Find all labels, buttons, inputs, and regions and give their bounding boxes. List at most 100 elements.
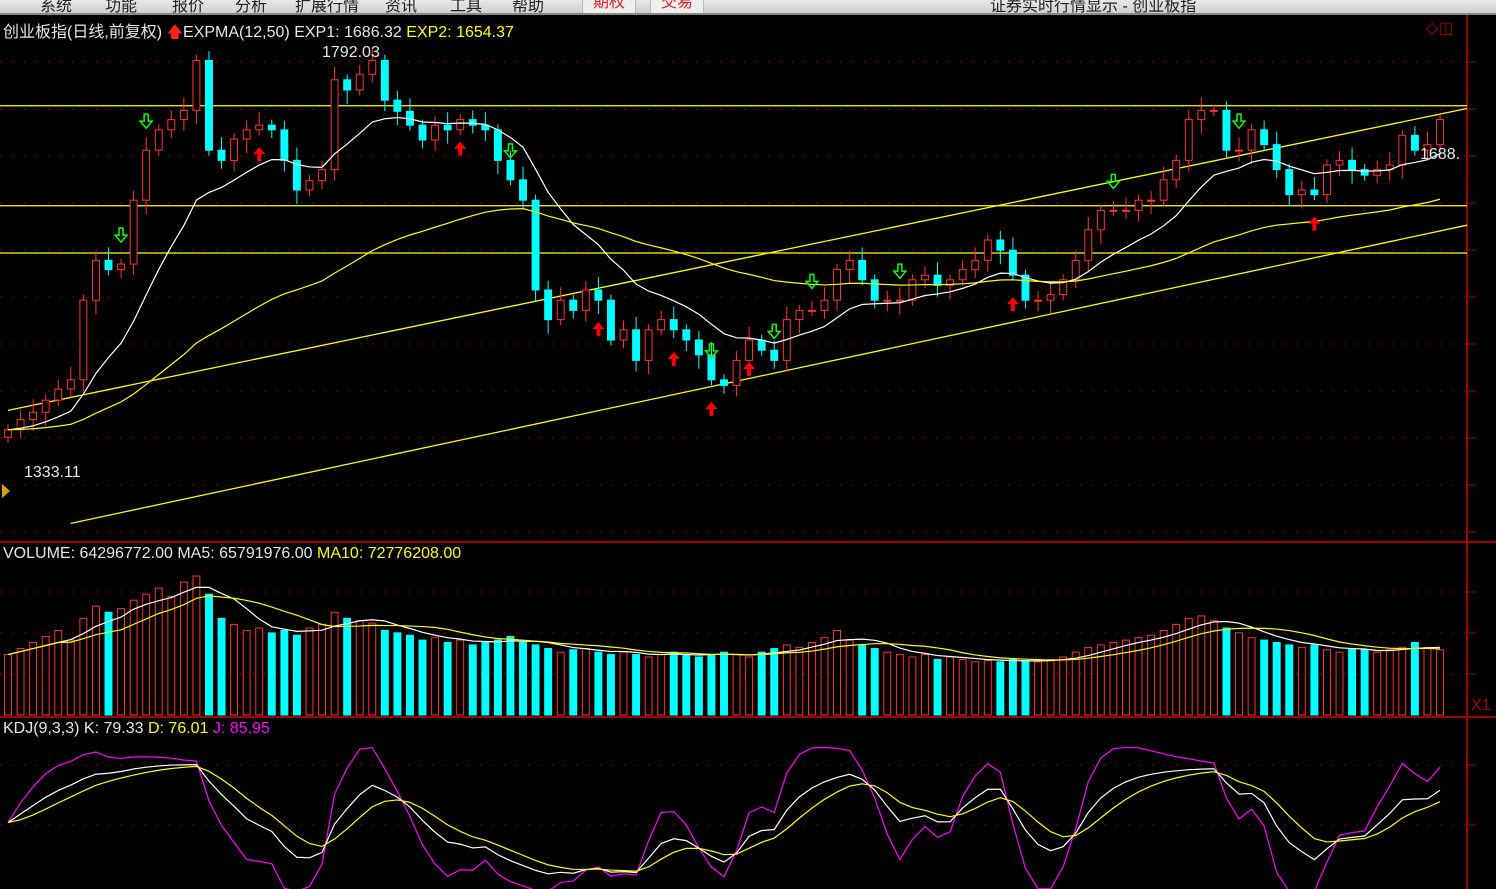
buy-signal-up-arrow-icon — [454, 141, 467, 156]
volume-bar — [1034, 661, 1042, 716]
up-candle — [556, 299, 565, 321]
volume-bar — [1385, 649, 1394, 716]
volume-bar — [958, 658, 967, 716]
sell-signal-down-arrow-icon — [1105, 173, 1122, 190]
up-candle — [1209, 109, 1218, 112]
menu-tools[interactable]: 工具 — [450, 0, 483, 15]
volume-bar — [167, 596, 176, 716]
down-candle — [1285, 169, 1294, 196]
k-line — [7, 764, 1441, 875]
volume-bar — [606, 654, 615, 716]
up-candle — [1134, 199, 1143, 211]
menu-extended[interactable]: 扩展行情 — [295, 0, 360, 15]
up-candle — [1172, 159, 1181, 181]
volume-bar — [895, 654, 904, 716]
kdj-name: KDJ(9,3,3) — [3, 720, 80, 737]
volume-bar — [1373, 651, 1382, 716]
volume-bar — [267, 632, 276, 716]
j-value: J: 85.95 — [212, 720, 270, 737]
volume-bar — [179, 581, 188, 716]
menu-system[interactable]: 系统 — [40, 0, 73, 15]
volume-bar — [280, 629, 289, 716]
volume-bar — [644, 656, 653, 716]
buy-signal-up-arrow-icon — [592, 322, 605, 337]
volume-bar — [820, 637, 829, 716]
volume-bar — [694, 656, 703, 716]
up-candle — [129, 199, 138, 265]
up-candle — [1184, 119, 1193, 161]
high-price-label: 1792.03 — [322, 44, 380, 61]
down-candle — [1222, 109, 1231, 151]
menu-help[interactable]: 帮助 — [512, 0, 545, 15]
volume-bar — [1335, 651, 1344, 716]
exp1-value: EXP1: 1686.32 — [294, 24, 402, 41]
volume-bar — [1297, 646, 1306, 716]
up-candle — [921, 274, 929, 281]
up-candle — [305, 180, 314, 191]
volume-bar — [921, 654, 929, 716]
up-candle — [255, 124, 264, 131]
up-candle — [154, 129, 163, 151]
down-candle — [267, 124, 276, 131]
menu-function[interactable]: 功能 — [105, 0, 138, 15]
k-value: K: 79.33 — [83, 720, 144, 737]
volume-bar — [380, 629, 389, 716]
volume-bar — [318, 623, 326, 716]
up-candle — [355, 73, 364, 91]
down-candle — [770, 349, 779, 361]
down-candle — [493, 129, 502, 161]
down-candle — [506, 159, 515, 181]
volume-bar — [418, 639, 427, 716]
up-candle — [79, 299, 88, 381]
volume-bar — [720, 651, 728, 716]
volume-bar — [1410, 642, 1419, 716]
trade-button[interactable]: 交易 — [650, 0, 704, 13]
volume-bar — [29, 642, 38, 716]
volume-bar — [1322, 649, 1331, 716]
up-candle — [456, 119, 465, 131]
down-candle — [380, 59, 389, 101]
volume-bar — [1398, 646, 1407, 716]
volume-bar — [619, 651, 628, 716]
volume-bar — [242, 629, 251, 716]
d-value: D: 76.01 — [147, 720, 209, 737]
up-candle — [1046, 294, 1055, 301]
window-icon[interactable]: ◫ — [1438, 20, 1454, 37]
volume-bar — [355, 620, 364, 716]
volume-bar — [54, 629, 63, 716]
indicator-name: EXPMA(12,50) — [183, 24, 290, 41]
volume-bar — [292, 634, 301, 716]
volume-axis-label: X1 — [1471, 697, 1491, 714]
volume-bar — [506, 635, 515, 716]
up-candle — [820, 299, 829, 311]
buy-signal-up-arrow-icon — [253, 147, 266, 162]
up-candle — [431, 124, 440, 141]
up-candle — [1247, 129, 1256, 151]
sell-signal-down-arrow-icon — [138, 113, 154, 130]
volume-bar — [807, 642, 816, 716]
up-candle — [795, 309, 804, 321]
up-candle — [807, 309, 816, 312]
up-candle — [1235, 149, 1243, 152]
volume-bar — [632, 654, 641, 716]
up-candle — [1096, 209, 1105, 231]
buy-signal-up-arrow-icon — [1308, 216, 1321, 231]
down-candle — [858, 259, 867, 281]
volume-bar — [1071, 651, 1080, 716]
down-candle — [1360, 169, 1369, 176]
menu-analysis[interactable]: 分析 — [235, 0, 268, 15]
volume-bar — [1360, 649, 1369, 716]
options-button[interactable]: 期权 — [582, 0, 636, 13]
down-candle — [104, 259, 113, 271]
volume-bar — [1436, 649, 1444, 716]
diamond-icon[interactable]: ◇ — [1426, 20, 1439, 37]
exp2-value: EXP2: 1654.37 — [406, 24, 514, 41]
down-candle — [1021, 274, 1030, 301]
up-candle — [1122, 209, 1130, 212]
up-candle — [1084, 229, 1093, 261]
main-legend: 创业板指(日线,前复权) 🡅EXPMA(12,50) EXP1: 1686.32… — [3, 18, 514, 48]
menu-news[interactable]: 资讯 — [385, 0, 418, 15]
red-up-arrow-icon: 🡅 — [166, 24, 184, 41]
menu-quote[interactable]: 报价 — [172, 0, 205, 15]
